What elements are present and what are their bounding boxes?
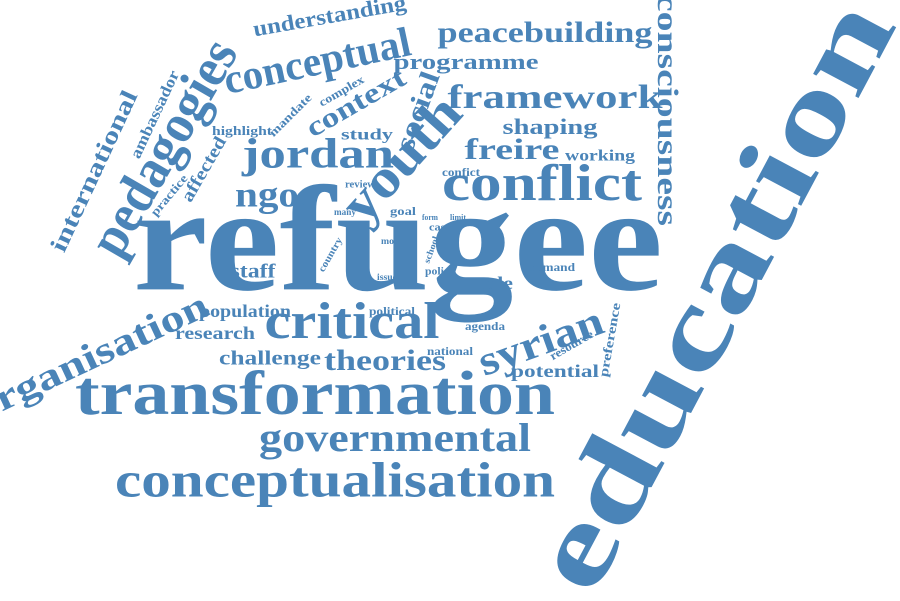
word: freire <box>465 133 560 166</box>
word: peacebuilding <box>438 16 653 49</box>
word: theories <box>324 344 446 377</box>
word: review <box>345 179 376 190</box>
word: refugee <box>133 156 663 322</box>
word: population <box>199 301 291 321</box>
word: programme <box>394 49 539 74</box>
word: framework <box>448 79 663 116</box>
word: study <box>341 127 393 144</box>
word: demand <box>529 260 575 274</box>
word: potential <box>511 361 599 381</box>
word: many <box>334 207 356 217</box>
word: most <box>381 236 401 246</box>
word: case <box>429 222 452 233</box>
word: issue <box>377 272 397 282</box>
word: transformation <box>75 360 555 428</box>
word: ngos <box>235 174 315 214</box>
word: working <box>565 148 635 165</box>
word: conflict <box>442 155 643 212</box>
word: highlight <box>212 123 273 138</box>
word: challenge <box>219 348 321 370</box>
word: agenda <box>465 319 505 333</box>
word: role <box>477 273 513 293</box>
word: limit <box>450 213 466 222</box>
word: staff <box>231 261 276 283</box>
word: political <box>369 304 416 318</box>
word: shaping <box>503 114 598 139</box>
word: governmental <box>259 415 531 460</box>
word: policy <box>425 266 455 277</box>
word: conceptualisation <box>115 451 555 507</box>
word: research <box>175 323 255 343</box>
word: goal <box>390 204 417 218</box>
word: consciousness <box>651 0 684 226</box>
word: jordan <box>241 132 394 178</box>
word: critical <box>265 293 440 350</box>
word: confict <box>442 165 480 179</box>
word: form <box>422 213 438 222</box>
word: national <box>427 344 474 358</box>
